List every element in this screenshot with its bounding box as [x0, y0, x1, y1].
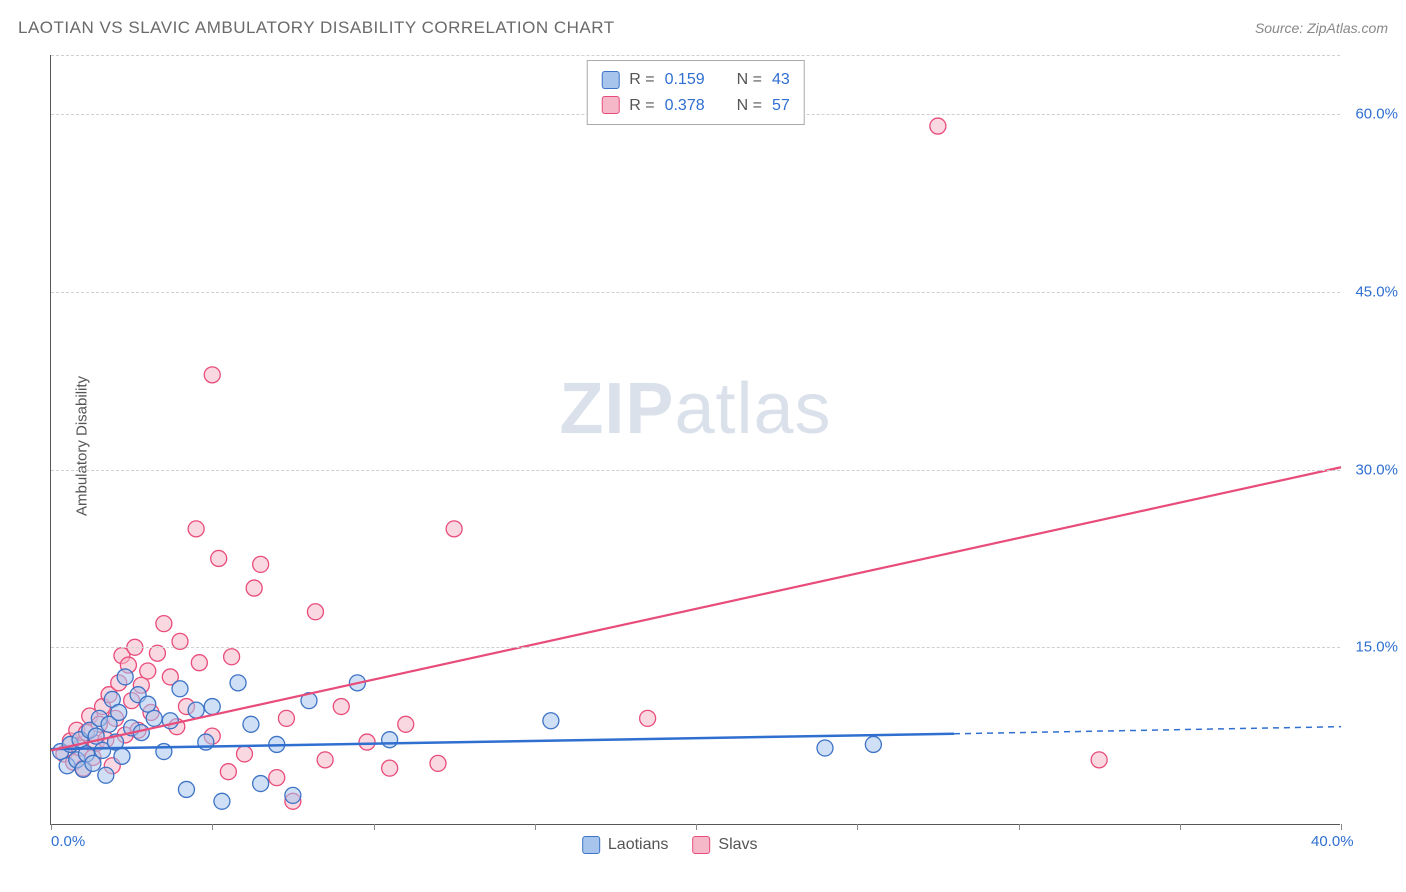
scatter-point	[446, 521, 462, 537]
r-value: 0.159	[665, 67, 705, 93]
y-tick-label: 60.0%	[1355, 106, 1398, 123]
scatter-point	[211, 550, 227, 566]
scatter-point	[204, 367, 220, 383]
scatter-point	[253, 556, 269, 572]
legend-series: Laotians Slavs	[582, 836, 758, 854]
legend-stats-row-1: R = 0.378 N = 57	[601, 93, 790, 119]
legend-swatch-slavs	[601, 96, 619, 114]
scatter-point	[237, 746, 253, 762]
scatter-point	[156, 616, 172, 632]
r-label: R =	[629, 67, 654, 93]
scatter-point	[191, 655, 207, 671]
scatter-point	[333, 699, 349, 715]
x-tick	[212, 824, 213, 830]
scatter-point	[930, 118, 946, 134]
scatter-point	[317, 752, 333, 768]
scatter-point	[398, 716, 414, 732]
x-tick	[1180, 824, 1181, 830]
scatter-point	[640, 710, 656, 726]
r-label: R =	[629, 93, 654, 119]
scatter-point	[243, 716, 259, 732]
gridline	[51, 55, 1340, 56]
x-tick	[374, 824, 375, 830]
trend-line-extrapolated	[954, 727, 1341, 734]
scatter-point	[224, 649, 240, 665]
scatter-point	[382, 760, 398, 776]
y-tick-label: 30.0%	[1355, 461, 1398, 478]
scatter-point	[220, 764, 236, 780]
plot-area: ZIPatlas R = 0.159 N = 43 R = 0.378 N = …	[50, 55, 1340, 825]
scatter-point	[359, 734, 375, 750]
r-value: 0.378	[665, 93, 705, 119]
legend-swatch-slavs	[692, 836, 710, 854]
scatter-point	[246, 580, 262, 596]
scatter-point	[111, 704, 127, 720]
chart-header: LAOTIAN VS SLAVIC AMBULATORY DISABILITY …	[18, 18, 1388, 38]
scatter-point	[114, 748, 130, 764]
scatter-point	[98, 767, 114, 783]
x-tick-label: 40.0%	[1311, 833, 1354, 850]
y-tick-label: 45.0%	[1355, 283, 1398, 300]
x-tick	[1341, 824, 1342, 830]
legend-label: Laotians	[608, 836, 669, 854]
source-label: Source: ZipAtlas.com	[1255, 20, 1388, 36]
x-tick	[535, 824, 536, 830]
scatter-point	[140, 696, 156, 712]
scatter-point	[430, 755, 446, 771]
n-label: N =	[737, 93, 762, 119]
scatter-point	[865, 736, 881, 752]
chart-title: LAOTIAN VS SLAVIC AMBULATORY DISABILITY …	[18, 18, 615, 38]
scatter-point	[253, 776, 269, 792]
x-tick	[857, 824, 858, 830]
scatter-point	[230, 675, 246, 691]
chart-svg	[51, 55, 1340, 824]
n-value: 57	[772, 93, 790, 119]
legend-item-slavs: Slavs	[692, 836, 757, 854]
scatter-point	[178, 781, 194, 797]
scatter-point	[204, 699, 220, 715]
legend-swatch-laotians	[601, 71, 619, 89]
legend-swatch-laotians	[582, 836, 600, 854]
gridline	[51, 470, 1340, 471]
x-tick-label: 0.0%	[51, 833, 85, 850]
n-value: 43	[772, 67, 790, 93]
x-tick	[1019, 824, 1020, 830]
scatter-point	[278, 710, 294, 726]
trend-line	[51, 467, 1341, 750]
scatter-point	[817, 740, 833, 756]
scatter-point	[172, 681, 188, 697]
scatter-point	[307, 604, 323, 620]
x-tick	[696, 824, 697, 830]
scatter-point	[543, 713, 559, 729]
gridline	[51, 647, 1340, 648]
scatter-point	[382, 732, 398, 748]
n-label: N =	[737, 67, 762, 93]
scatter-point	[285, 787, 301, 803]
legend-label: Slavs	[718, 836, 757, 854]
scatter-point	[269, 770, 285, 786]
legend-stats: R = 0.159 N = 43 R = 0.378 N = 57	[586, 60, 805, 125]
y-tick-label: 15.0%	[1355, 639, 1398, 656]
scatter-point	[117, 669, 133, 685]
scatter-point	[146, 710, 162, 726]
legend-item-laotians: Laotians	[582, 836, 669, 854]
scatter-point	[1091, 752, 1107, 768]
scatter-point	[214, 793, 230, 809]
x-tick	[51, 824, 52, 830]
scatter-point	[188, 521, 204, 537]
scatter-point	[188, 702, 204, 718]
legend-stats-row-0: R = 0.159 N = 43	[601, 67, 790, 93]
gridline	[51, 292, 1340, 293]
scatter-point	[140, 663, 156, 679]
